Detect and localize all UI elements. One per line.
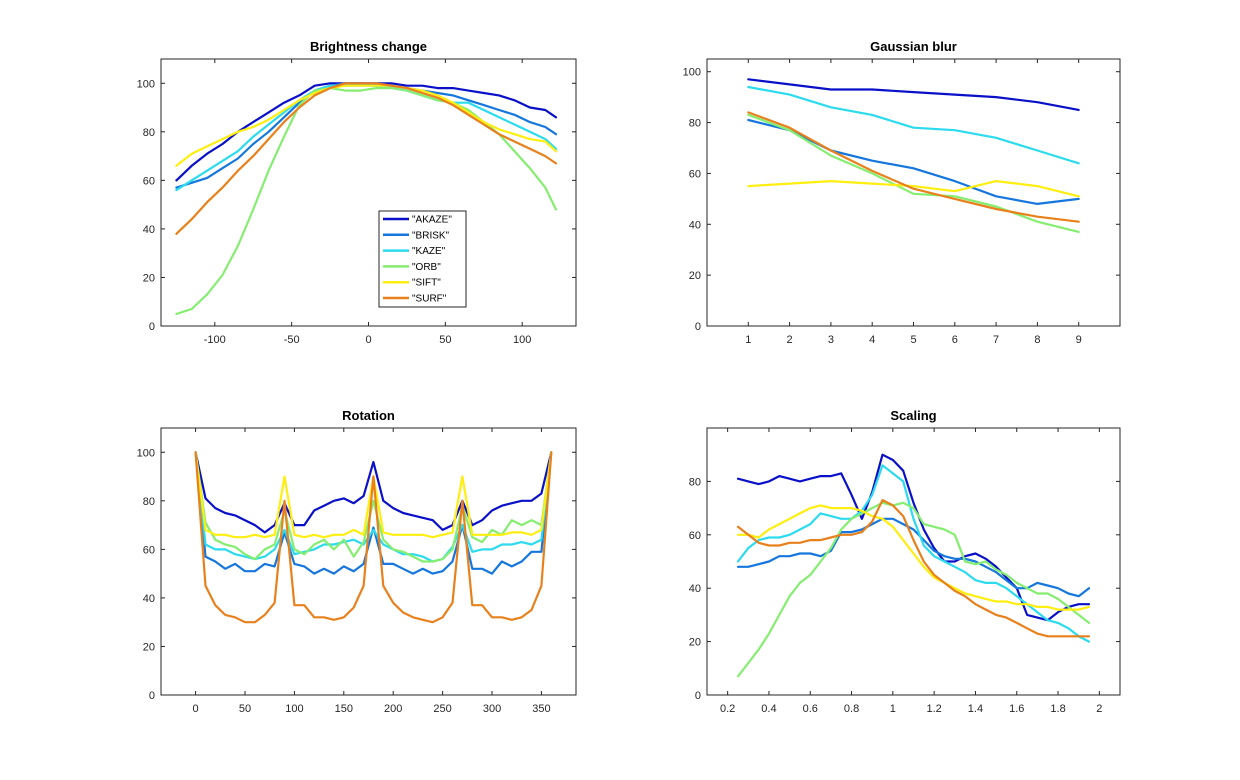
chart-0-legend-entry-surf: "SURF" bbox=[412, 294, 447, 305]
chart-1-axes-box bbox=[706, 58, 1121, 327]
chart-0-legend-entry-akaze: "AKAZE" bbox=[412, 215, 452, 226]
chart-3-x-tick-label: 0.6 bbox=[803, 703, 818, 715]
chart-0-y-tick-label: 100 bbox=[137, 78, 155, 90]
chart-1-y-tick-label: 0 bbox=[695, 321, 701, 333]
chart-1-y-tick-label: 20 bbox=[689, 270, 701, 282]
chart-1-series-sift bbox=[747, 180, 1080, 198]
chart-3-title: Scaling bbox=[890, 408, 936, 423]
chart-3-x-tick-label: 0.8 bbox=[844, 703, 859, 715]
chart-2-x-tick-label: 0 bbox=[193, 703, 199, 715]
chart-0-y-tick-label: 40 bbox=[143, 224, 155, 236]
chart-1-series-akaze bbox=[747, 78, 1080, 112]
chart-0-legend-box bbox=[378, 210, 467, 308]
chart-2-x-tick-label: 150 bbox=[335, 703, 353, 715]
chart-2-title: Rotation bbox=[342, 408, 395, 423]
chart-1-series-orb bbox=[747, 113, 1080, 233]
chart-3-series-kaze bbox=[736, 464, 1091, 643]
chart-3-y-tick-label: 80 bbox=[689, 476, 701, 488]
chart-3-x-tick-label: 1.8 bbox=[1050, 703, 1065, 715]
chart-1-x-tick-label: 6 bbox=[952, 334, 958, 346]
chart-2-axes-box bbox=[160, 427, 577, 696]
chart-2-x-tick-label: 100 bbox=[285, 703, 303, 715]
chart-2-series-orb bbox=[194, 451, 553, 563]
chart-2-y-tick-label: 20 bbox=[143, 641, 155, 653]
chart-0-brightness-change: Brightness change -100 -50 0 50 100 0 20 40 60 80 1… bbox=[137, 39, 577, 346]
chart-3-y-tick-label: 40 bbox=[689, 583, 701, 595]
chart-3-x-tick-label: 2 bbox=[1096, 703, 1102, 715]
chart-2-x-tick-label: 250 bbox=[433, 703, 451, 715]
chart-3-series-akaze bbox=[736, 453, 1091, 622]
chart-2-series-akaze bbox=[194, 451, 553, 534]
chart-0-legend-entry-kaze: "KAZE" bbox=[412, 246, 446, 257]
chart-2-series-brisk bbox=[194, 451, 553, 575]
chart-0-series-brisk bbox=[175, 82, 558, 189]
chart-2-y-tick-label: 60 bbox=[143, 544, 155, 556]
chart-3-y-tick-label: 0 bbox=[695, 690, 701, 702]
chart-3-series-orb bbox=[736, 501, 1091, 678]
chart-1-x-tick-label: 8 bbox=[1034, 334, 1040, 346]
chart-3-x-tick-label: 1 bbox=[890, 703, 896, 715]
chart-3-y-tick-label: 60 bbox=[689, 530, 701, 542]
chart-3-x-tick-label: 0.4 bbox=[761, 703, 776, 715]
chart-1-series-brisk bbox=[747, 118, 1080, 205]
chart-2-y-tick-label: 80 bbox=[143, 496, 155, 508]
chart-1-title: Gaussian blur bbox=[870, 39, 957, 54]
chart-1-x-tick-label: 2 bbox=[787, 334, 793, 346]
chart-0-legend-entry-sift: "SIFT" bbox=[412, 278, 441, 289]
chart-0-x-tick-label: -50 bbox=[284, 334, 300, 346]
chart-0-x-tick-label: 50 bbox=[439, 334, 451, 346]
chart-3-x-tick-label: 0.2 bbox=[720, 703, 735, 715]
chart-3-x-tick-label: 1.6 bbox=[1009, 703, 1024, 715]
chart-2-x-tick-label: 200 bbox=[384, 703, 402, 715]
chart-0-y-tick-label: 60 bbox=[143, 175, 155, 187]
chart-3-series-surf bbox=[736, 499, 1091, 638]
chart-1-y-tick-label: 40 bbox=[689, 219, 701, 231]
chart-1-gaussian-blur: Gaussian blur 1 2 3 4 5 6 7 8 9 0 20 40 60 80 100 bbox=[683, 39, 1121, 346]
chart-0-x-tick-label: -100 bbox=[204, 334, 226, 346]
chart-0-y-tick-label: 80 bbox=[143, 127, 155, 139]
chart-1-x-tick-label: 1 bbox=[745, 334, 751, 346]
chart-1-x-tick-label: 3 bbox=[828, 334, 834, 346]
chart-3-y-tick-label: 20 bbox=[689, 637, 701, 649]
chart-0-x-tick-label: 0 bbox=[365, 334, 371, 346]
chart-2-rotation: Rotation 0 50 100 150 200 250 300 350 0 20 40 60 80 10… bbox=[137, 408, 577, 715]
chart-0-y-tick-label: 0 bbox=[149, 321, 155, 333]
chart-1-x-tick-label: 4 bbox=[869, 334, 875, 346]
chart-0-series-surf bbox=[175, 82, 558, 235]
chart-1-x-tick-label: 7 bbox=[993, 334, 999, 346]
chart-2-x-tick-label: 350 bbox=[532, 703, 550, 715]
chart-1-y-tick-label: 80 bbox=[689, 118, 701, 130]
chart-0-series-sift bbox=[175, 84, 558, 167]
chart-2-y-tick-label: 100 bbox=[137, 447, 155, 459]
chart-1-y-tick-label: 100 bbox=[683, 67, 701, 79]
chart-2-y-tick-label: 0 bbox=[149, 690, 155, 702]
chart-1-series-kaze bbox=[747, 85, 1080, 165]
chart-0-title: Brightness change bbox=[310, 39, 427, 54]
chart-3-series-sift bbox=[736, 504, 1091, 611]
chart-2-series-surf bbox=[194, 451, 553, 624]
chart-0-y-tick-label: 20 bbox=[143, 272, 155, 284]
chart-0-legend: "AKAZE" "BRISK" "KAZE" "ORB" "SIFT" "SURF" bbox=[378, 210, 467, 308]
chart-1-x-tick-label: 5 bbox=[910, 334, 916, 346]
chart-0-legend-entry-orb: "ORB" bbox=[412, 262, 441, 273]
chart-3-axes-box bbox=[706, 427, 1121, 696]
chart-0-x-tick-label: 100 bbox=[513, 334, 531, 346]
chart-2-x-tick-label: 50 bbox=[239, 703, 251, 715]
chart-3-series-brisk bbox=[736, 517, 1091, 598]
chart-1-series-surf bbox=[747, 111, 1080, 223]
chart-0-legend-entry-brisk: "BRISK" bbox=[412, 230, 450, 241]
chart-0-axes-box bbox=[160, 58, 577, 327]
chart-2-x-tick-label: 300 bbox=[483, 703, 501, 715]
chart-1-x-tick-label: 9 bbox=[1076, 334, 1082, 346]
chart-2-y-tick-label: 40 bbox=[143, 593, 155, 605]
chart-3-x-tick-label: 1.2 bbox=[927, 703, 942, 715]
chart-1-y-tick-label: 60 bbox=[689, 168, 701, 180]
chart-3-x-tick-label: 1.4 bbox=[968, 703, 983, 715]
